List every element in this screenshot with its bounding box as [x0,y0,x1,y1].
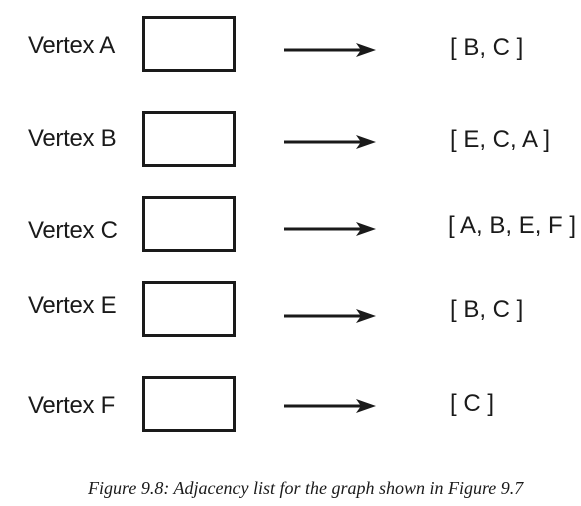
vertex-box [142,196,236,252]
figure-caption: Figure 9.8: Adjacency list for the graph… [88,478,524,498]
vertex-box [142,111,236,167]
right-arrow-icon [284,309,376,323]
vertex-box [142,281,236,337]
vertex-label: Vertex B [28,125,117,152]
adjacency-list: [ C ] [450,390,495,417]
adjacency-list: [ B, C ] [450,34,524,61]
vertex-label: Vertex E [28,292,117,319]
adjacency-list: [ B, C ] [450,296,524,323]
right-arrow-icon [284,222,376,236]
vertex-box [142,376,236,432]
adjacency-list: [ A, B, E, F ] [448,212,577,239]
adjacency-list: [ E, C, A ] [450,126,551,153]
vertex-box [142,16,236,72]
vertex-label: Vertex F [28,392,115,419]
vertex-label: Vertex C [28,217,118,244]
right-arrow-icon [284,399,376,413]
vertex-label: Vertex A [28,32,115,59]
right-arrow-icon [284,43,376,57]
right-arrow-icon [284,135,376,149]
